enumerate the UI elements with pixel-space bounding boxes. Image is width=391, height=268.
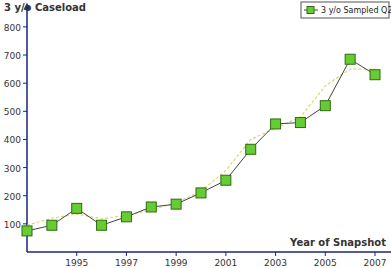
- series-line: [27, 69, 375, 225]
- y-axis: [26, 7, 28, 252]
- y-tick-label: 200: [4, 192, 21, 202]
- x-axis-title: Year of Snapshot: [289, 237, 386, 248]
- point: [370, 70, 380, 80]
- x-tick-label: 2005: [314, 258, 337, 268]
- x-tick-label: 1997: [115, 258, 138, 268]
- point: [196, 188, 206, 198]
- y-tick: [23, 111, 27, 112]
- y-tick: [23, 55, 27, 56]
- series-line: [27, 59, 375, 231]
- y-tick: [23, 223, 27, 224]
- point: [72, 203, 82, 213]
- y-tick-label: 600: [4, 79, 21, 89]
- x-tick: [126, 252, 127, 256]
- x-tick: [176, 252, 177, 256]
- legend-label: 3 y/o Sampled Q2: [321, 6, 391, 15]
- y-tick: [23, 26, 27, 27]
- legend-swatch: [307, 7, 314, 14]
- point: [320, 101, 330, 111]
- y-tick-label: 800: [4, 23, 21, 33]
- x-tick: [76, 252, 77, 256]
- x-tick-label: 2001: [214, 258, 237, 268]
- x-tick: [275, 252, 276, 256]
- y-tick: [23, 167, 27, 168]
- y-tick-label: 400: [4, 135, 21, 145]
- x-tick: [325, 252, 326, 256]
- point: [146, 202, 156, 212]
- point: [246, 144, 256, 154]
- y-tick: [23, 139, 27, 140]
- x-tick-label: 2003: [264, 258, 287, 268]
- plot-area: [22, 54, 380, 236]
- y-tick: [23, 195, 27, 196]
- y-tick-label: 100: [4, 220, 21, 230]
- point: [221, 175, 231, 185]
- y-tick: [23, 83, 27, 84]
- x-tick: [375, 252, 376, 256]
- point: [271, 119, 281, 129]
- x-tick: [225, 252, 226, 256]
- y-tick-label: 300: [4, 164, 21, 174]
- point: [345, 54, 355, 64]
- x-tick-label: 1995: [65, 258, 88, 268]
- point: [171, 199, 181, 209]
- y-tick-label: 700: [4, 51, 21, 61]
- point: [22, 226, 32, 236]
- x-tick-label: 2007: [364, 258, 387, 268]
- x-axis: [27, 251, 391, 253]
- point: [295, 118, 305, 128]
- point: [121, 212, 131, 222]
- y-axis-title: 3 y/o Caseload: [4, 2, 86, 13]
- x-tick-label: 1999: [165, 258, 188, 268]
- y-tick-label: 500: [4, 107, 21, 117]
- point: [47, 220, 57, 230]
- point: [97, 220, 107, 230]
